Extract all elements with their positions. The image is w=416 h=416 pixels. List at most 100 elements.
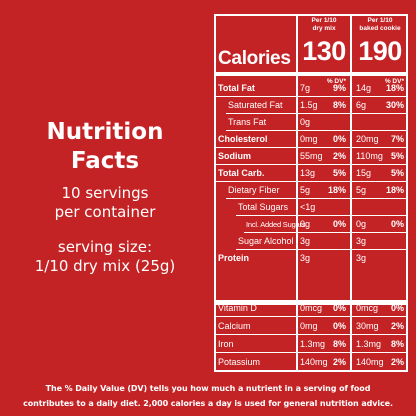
nutrient-name: Protein (218, 253, 250, 263)
dry-mix-header-line-1: Per 1/10 (311, 17, 337, 24)
nutrition-facts-title: Nutrition Facts (0, 118, 210, 176)
dv-dry-mix: 0% (332, 303, 346, 313)
nutrient-row: Incl. Added Sugars 0g 0% 0g 0% (216, 216, 406, 233)
nutrient-row: Dietary Fiber 5g 18% 5g 18% (216, 182, 406, 199)
daily-value-footnote: The % Daily Value (DV) tells you how muc… (0, 381, 416, 411)
title-line-1: Nutrition (46, 119, 164, 145)
amount-dry-mix: 1.3mg (300, 339, 326, 349)
amount-baked-cookie: 140mg (356, 357, 384, 367)
dv-dry-mix: 0% (332, 134, 346, 144)
amount-baked-cookie: 15g (356, 168, 372, 178)
baked-cookie-header-line-1: Per 1/10 (367, 17, 393, 24)
dv-baked-cookie: 2% (390, 321, 404, 331)
amount-dry-mix: 0g (300, 219, 311, 229)
nutrition-table: Per 1/10 dry mix Per 1/10 baked cookie C… (214, 14, 408, 372)
nutrient-name: Potassium (218, 357, 261, 367)
column-divider-1 (296, 16, 298, 370)
nutrient-name: Total Carb. (218, 168, 265, 178)
nutrient-row: Trans Fat 0g (216, 114, 406, 131)
amount-baked-cookie: 5g (356, 185, 367, 195)
dv-dry-mix: 0% (332, 321, 346, 331)
amount-baked-cookie: 0mcg (356, 303, 379, 313)
nutrient-row: Sodium 55mg 2% 110mg 5% (216, 148, 406, 165)
nutrient-row: Total Carb. 13g 5% 15g 5% (216, 165, 406, 182)
amount-dry-mix: 0mg (300, 134, 318, 144)
row-separator (216, 316, 406, 317)
dv-baked-cookie: 5% (390, 151, 404, 161)
amount-baked-cookie: 0g (356, 219, 367, 229)
amount-baked-cookie: 20mg (356, 134, 379, 144)
nutrient-row: Sugar Alcohol 3g 3g (216, 233, 406, 250)
nutrient-name: Vitamin D (218, 303, 257, 313)
footnote-line-1: The % Daily Value (DV) tells you how muc… (45, 384, 371, 393)
nutrient-row: Total Fat 7g 9% 14g 18% (216, 80, 406, 97)
amount-baked-cookie: 14g (356, 83, 372, 93)
dv-baked-cookie: 18% (385, 83, 404, 93)
nutrient-name: Saturated Fat (228, 100, 283, 110)
dv-dry-mix: 9% (332, 83, 346, 93)
amount-dry-mix: 140mg (300, 357, 328, 367)
dv-dry-mix: 8% (332, 339, 346, 349)
column-divider-2 (350, 16, 352, 370)
dv-dry-mix: 2% (332, 151, 346, 161)
nutrient-row: Saturated Fat 1.5g 8% 6g 30% (216, 97, 406, 114)
dv-dry-mix: 5% (332, 168, 346, 178)
row-separator (216, 164, 406, 165)
dv-header-dry-mix: % DV* (326, 78, 346, 85)
nutrient-name: Incl. Added Sugars (246, 220, 306, 229)
amount-dry-mix: <1g (300, 202, 316, 212)
dv-baked-cookie: 30% (385, 100, 404, 110)
dry-mix-header: Per 1/10 dry mix (298, 17, 350, 33)
nutrient-name: Sodium (218, 151, 251, 161)
dv-baked-cookie: 7% (390, 134, 404, 144)
amount-dry-mix: 5g (300, 185, 311, 195)
dv-baked-cookie: 0% (390, 219, 404, 229)
amount-dry-mix: 3g (300, 253, 311, 263)
row-separator (216, 147, 406, 148)
row-separator (216, 96, 406, 97)
row-separator (216, 181, 406, 182)
row-separator (226, 198, 406, 199)
nutrient-name: Trans Fat (228, 117, 267, 127)
amount-dry-mix: 0g (300, 117, 311, 127)
amount-dry-mix: 13g (300, 168, 316, 178)
nutrient-name: Calcium (218, 321, 251, 331)
title-line-2: Facts (70, 148, 140, 174)
nutrient-row: Iron 1.3mg 8% 1.3mg 8% (216, 336, 406, 353)
servings-line-1: 10 servings (61, 184, 149, 202)
calories-label: Calories (218, 48, 291, 69)
nutrient-name: Iron (218, 339, 234, 349)
amount-dry-mix: 55mg (300, 151, 323, 161)
calories-baked-cookie: 190 (358, 36, 402, 66)
row-separator (216, 352, 406, 353)
dv-header-baked-cookie: % DV* (384, 78, 404, 85)
nutrient-row: Total Sugars <1g (216, 199, 406, 216)
nutrient-row: Vitamin D 0mcg 0% 0mcg 0% (216, 300, 406, 317)
footnote-line-2: contributes to a daily diet. 2,000 calor… (23, 399, 393, 408)
dv-baked-cookie: 5% (390, 168, 404, 178)
dv-dry-mix: 0% (332, 219, 346, 229)
amount-baked-cookie: 30mg (356, 321, 379, 331)
nutrient-name: Cholesterol (218, 134, 268, 144)
dv-baked-cookie: 18% (385, 185, 404, 195)
amount-baked-cookie: 6g (356, 100, 367, 110)
nutrient-row: Calcium 0mg 0% 30mg 2% (216, 318, 406, 335)
calories-rule (216, 72, 406, 76)
dv-baked-cookie: 8% (390, 339, 404, 349)
dv-dry-mix: 18% (327, 185, 346, 195)
nutrient-name: Total Fat (218, 83, 255, 93)
dv-dry-mix: 2% (332, 357, 346, 367)
row-separator (244, 232, 406, 233)
serving-size-line-1: serving size: (57, 238, 153, 256)
row-separator (226, 113, 406, 114)
amount-dry-mix: 3g (300, 236, 311, 246)
dv-baked-cookie: 2% (390, 357, 404, 367)
amount-baked-cookie: 3g (356, 236, 367, 246)
dv-baked-cookie: 0% (390, 303, 404, 313)
nutrient-row: Potassium 140mg 2% 140mg 2% (216, 354, 406, 371)
nutrient-row: Protein 3g 3g (216, 250, 406, 267)
serving-size-line-2: 1/10 dry mix (25g) (34, 257, 176, 275)
amount-dry-mix: 0mg (300, 321, 318, 331)
amount-baked-cookie: 1.3mg (356, 339, 382, 349)
nutrient-row: Cholesterol 0mg 0% 20mg 7% (216, 131, 406, 148)
